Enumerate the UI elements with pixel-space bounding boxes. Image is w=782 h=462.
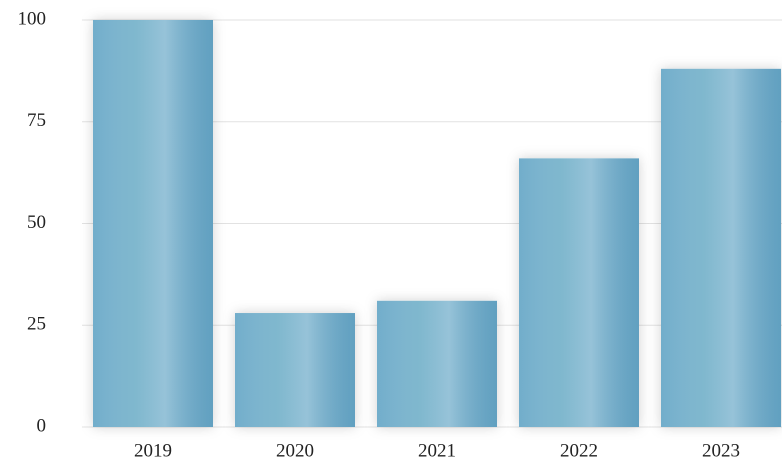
x-tick-label: 2022 [560,440,598,461]
bar [661,68,781,427]
x-tick-label: 2020 [276,440,314,461]
bar [235,313,355,427]
y-tick-label: 0 [37,415,47,436]
y-tick-label: 50 [27,212,46,233]
y-tick-label: 25 [27,314,46,335]
bar [519,158,639,427]
x-tick-label: 2023 [702,440,740,461]
y-tick-label: 75 [27,110,46,131]
x-tick-label: 2019 [134,440,172,461]
x-tick-label: 2021 [418,440,456,461]
y-tick-label: 100 [18,8,47,29]
bar [377,300,497,427]
bar [93,20,213,427]
